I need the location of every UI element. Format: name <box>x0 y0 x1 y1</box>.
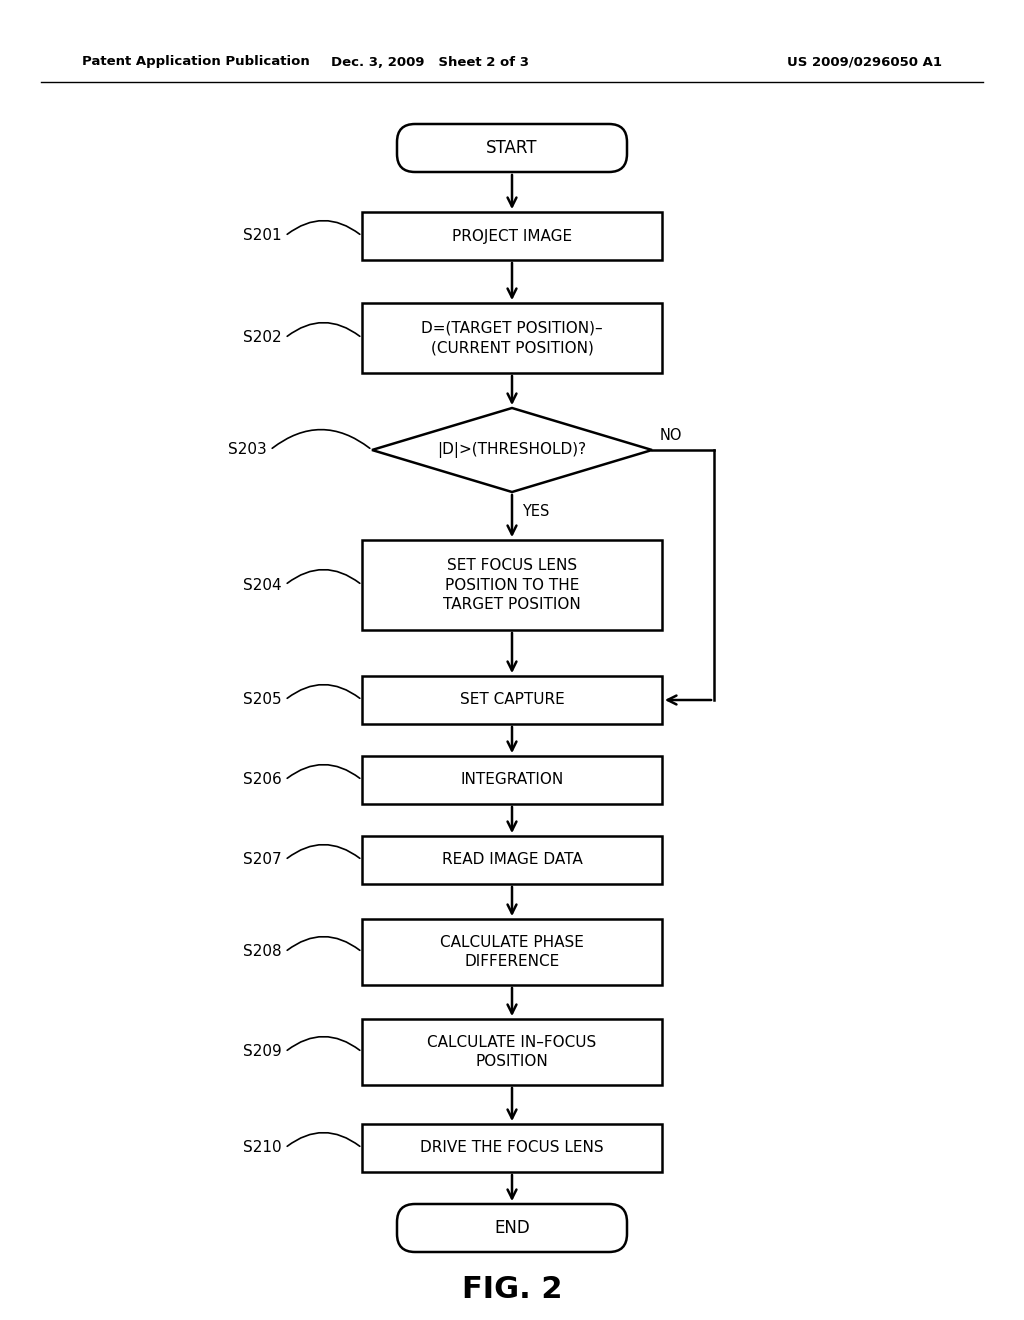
FancyBboxPatch shape <box>397 124 627 172</box>
Text: Patent Application Publication: Patent Application Publication <box>82 55 309 69</box>
Bar <box>362 213 662 260</box>
Text: US 2009/0296050 A1: US 2009/0296050 A1 <box>787 55 942 69</box>
Text: DRIVE THE FOCUS LENS: DRIVE THE FOCUS LENS <box>420 1140 604 1155</box>
Text: S209: S209 <box>244 1044 282 1060</box>
Text: S208: S208 <box>244 945 282 960</box>
Text: S205: S205 <box>244 693 282 708</box>
Text: CALCULATE PHASE
DIFFERENCE: CALCULATE PHASE DIFFERENCE <box>440 935 584 969</box>
Text: S206: S206 <box>244 772 282 788</box>
FancyBboxPatch shape <box>397 1204 627 1251</box>
Text: SET FOCUS LENS
POSITION TO THE
TARGET POSITION: SET FOCUS LENS POSITION TO THE TARGET PO… <box>443 558 581 611</box>
Text: NO: NO <box>660 429 683 444</box>
Bar <box>362 540 662 630</box>
Bar <box>362 756 662 804</box>
Text: SET CAPTURE: SET CAPTURE <box>460 693 564 708</box>
Bar <box>362 676 662 723</box>
Text: PROJECT IMAGE: PROJECT IMAGE <box>452 228 572 243</box>
Text: S203: S203 <box>228 442 267 458</box>
Bar <box>362 836 662 884</box>
Text: D=(TARGET POSITION)–
(CURRENT POSITION): D=(TARGET POSITION)– (CURRENT POSITION) <box>421 321 603 355</box>
Text: S210: S210 <box>244 1140 282 1155</box>
Text: CALCULATE IN–FOCUS
POSITION: CALCULATE IN–FOCUS POSITION <box>427 1035 597 1069</box>
Text: END: END <box>495 1218 529 1237</box>
Text: S202: S202 <box>244 330 282 346</box>
Text: S204: S204 <box>244 578 282 593</box>
Polygon shape <box>372 408 652 492</box>
Text: |D|>(THRESHOLD)?: |D|>(THRESHOLD)? <box>437 442 587 458</box>
Text: Dec. 3, 2009   Sheet 2 of 3: Dec. 3, 2009 Sheet 2 of 3 <box>331 55 529 69</box>
Text: S201: S201 <box>244 228 282 243</box>
Text: S207: S207 <box>244 853 282 867</box>
Text: YES: YES <box>522 504 549 519</box>
Text: START: START <box>486 139 538 157</box>
Text: INTEGRATION: INTEGRATION <box>461 772 563 788</box>
Bar <box>362 919 662 985</box>
Text: READ IMAGE DATA: READ IMAGE DATA <box>441 853 583 867</box>
Text: FIG. 2: FIG. 2 <box>462 1275 562 1304</box>
Bar <box>362 1125 662 1172</box>
Bar <box>362 1019 662 1085</box>
Bar <box>362 304 662 374</box>
